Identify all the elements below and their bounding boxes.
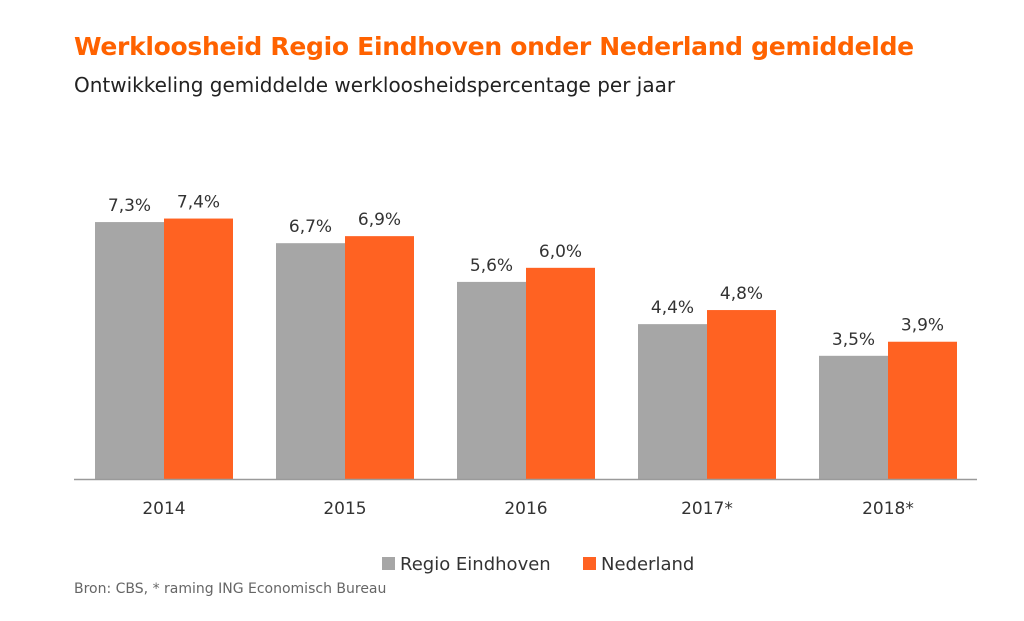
data-label: 4,4% <box>651 298 694 318</box>
bar-regio-2 <box>457 281 526 479</box>
bar-regio-4 <box>819 355 888 479</box>
bar-regio-3 <box>638 324 707 479</box>
data-label: 4,8% <box>720 284 763 304</box>
x-tick-label: 2015 <box>323 499 366 519</box>
chart-title: Werkloosheid Regio Eindhoven onder Neder… <box>74 32 914 61</box>
legend-label: Regio Eindhoven <box>400 554 551 575</box>
data-label: 6,0% <box>539 242 582 262</box>
legend-swatch <box>583 557 596 570</box>
bar-nederland-3 <box>707 310 776 479</box>
data-label: 7,4% <box>177 193 220 213</box>
bar-regio-1 <box>276 243 345 479</box>
bar-nederland-0 <box>164 218 233 480</box>
bar-nederland-4 <box>888 341 957 479</box>
bar-nederland-1 <box>345 236 414 479</box>
data-label: 7,3% <box>108 196 151 216</box>
data-label: 6,7% <box>289 217 332 237</box>
data-label: 3,5% <box>832 330 875 350</box>
bar-nederland-2 <box>526 267 595 479</box>
data-label: 3,9% <box>901 316 944 336</box>
x-tick-label: 2016 <box>504 499 547 519</box>
bar-regio-0 <box>95 222 164 479</box>
x-tick-label: 2018* <box>862 499 914 519</box>
x-tick-label: 2017* <box>681 499 733 519</box>
legend-label: Nederland <box>601 554 694 575</box>
data-label: 6,9% <box>358 210 401 230</box>
x-tick-label: 2014 <box>142 499 185 519</box>
legend-swatch <box>382 557 395 570</box>
source-note: Bron: CBS, * raming ING Economisch Burea… <box>74 581 387 597</box>
chart-subtitle: Ontwikkeling gemiddelde werkloosheidsper… <box>74 73 676 97</box>
data-label: 5,6% <box>470 256 513 276</box>
